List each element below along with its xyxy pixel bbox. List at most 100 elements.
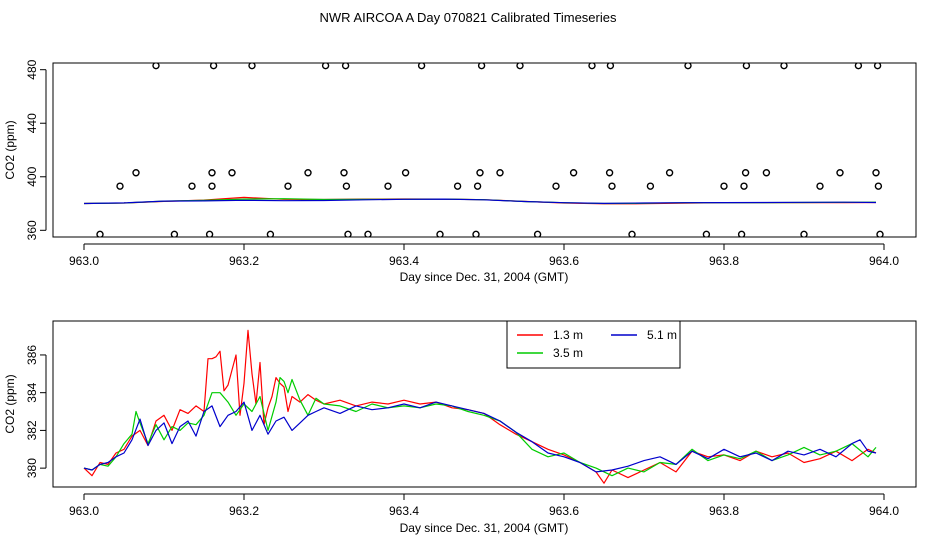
series-line-5-1-m: [83, 198, 877, 205]
flagged-point: [569, 169, 578, 177]
flagged-point: [417, 63, 426, 70]
y-tick-label: 360: [25, 220, 39, 240]
flagged-point: [836, 169, 844, 177]
chart-title: NWR AIRCOA A Day 070821 Calibrated Times…: [320, 10, 617, 25]
x-tick-label: 963.4: [389, 504, 419, 518]
flagged-point: [208, 182, 216, 190]
x-axis-label: Day since Dec. 31, 2004 (GMT): [400, 521, 569, 535]
plot-area: [83, 63, 884, 237]
flagged-point: [872, 169, 880, 177]
x-tick-label: 963.2: [229, 504, 259, 518]
y-tick-label: 386: [25, 345, 39, 365]
x-tick-label: 964.0: [869, 254, 899, 268]
flagged-point: [533, 230, 542, 237]
flagged-point: [341, 63, 350, 70]
flagged-point: [628, 230, 636, 237]
top-panel: 963.0 963.2 963.4 963.6 963.8 964.0 Day since …: [3, 59, 917, 284]
y-axis-label: CO2 (ppm): [3, 374, 17, 433]
flagged-point: [453, 182, 462, 190]
x-tick-label: 963.4: [389, 254, 419, 268]
x-tick-label: 963.8: [709, 254, 739, 268]
flagged-point: [606, 63, 615, 70]
flagged-point: [741, 169, 750, 177]
series-line-1-3-m: [83, 329, 877, 484]
flagged-point: [188, 182, 196, 190]
flagged-point: [340, 169, 348, 177]
flagged-point: [228, 169, 236, 177]
series-line-3-5-m: [83, 377, 877, 477]
flagged-point: [96, 230, 104, 237]
plot-frame: [52, 62, 917, 238]
x-tick-label: 963.6: [549, 504, 579, 518]
flagged-point: [720, 182, 728, 190]
y-tick-label: 384: [25, 382, 39, 402]
flagged-point: [364, 230, 372, 237]
flagged-point: [762, 169, 771, 177]
flagged-point: [477, 63, 486, 70]
flagged-point: [476, 169, 484, 177]
flagged-point: [344, 230, 352, 237]
flagged-point: [384, 182, 392, 190]
flagged-point: [702, 230, 711, 237]
legend-label: 1.3 m: [553, 328, 583, 342]
flagged-point: [304, 169, 312, 177]
flagged-point: [737, 230, 746, 237]
flagged-point: [342, 182, 351, 190]
flagged-point: [116, 182, 124, 190]
y-tick-label: 440: [25, 113, 39, 133]
flagged-point: [496, 169, 504, 177]
x-axis-label: Day since Dec. 31, 2004 (GMT): [400, 270, 569, 284]
flagged-point: [205, 230, 214, 237]
flagged-point: [284, 182, 292, 190]
flagged-point: [873, 63, 882, 70]
flagged-point: [780, 63, 788, 70]
legend-box: [506, 320, 681, 369]
flagged-point: [473, 182, 482, 190]
flagged-point: [874, 182, 883, 190]
flagged-point: [266, 230, 275, 237]
flagged-point: [248, 63, 256, 70]
x-tick-label: 963.2: [229, 254, 259, 268]
plot-frame: [52, 320, 917, 488]
flagged-point: [436, 230, 444, 237]
flagged-point: [740, 182, 748, 190]
flagged-point: [401, 169, 410, 177]
flagged-point: [321, 63, 330, 70]
flagged-point: [742, 63, 751, 70]
flagged-point: [552, 182, 560, 190]
y-tick-label: 382: [25, 420, 39, 440]
x-tick-label: 964.0: [869, 504, 899, 518]
legend-label: 5.1 m: [647, 328, 677, 342]
y-tick-label: 380: [25, 458, 39, 478]
x-tick-label: 963.0: [69, 504, 99, 518]
flagged-point: [516, 63, 524, 70]
flagged-point: [170, 230, 179, 237]
flagged-point: [646, 182, 655, 190]
y-tick-label: 400: [25, 166, 39, 186]
flagged-point: [876, 230, 884, 237]
y-axis-label: CO2 (ppm): [3, 120, 17, 179]
flagged-point: [209, 63, 218, 70]
flagged-point: [472, 230, 480, 237]
flagged-point: [605, 169, 614, 177]
plot-area: [83, 329, 877, 484]
flagged-point: [608, 182, 616, 190]
flagged-point: [208, 169, 216, 177]
y-tick-label: 480: [25, 59, 39, 79]
flagged-point: [854, 63, 863, 70]
flagged-point: [816, 182, 824, 190]
flagged-point: [800, 230, 808, 237]
legend-label: 3.5 m: [553, 346, 583, 360]
flagged-point: [588, 63, 596, 70]
x-tick-label: 963.8: [709, 504, 739, 518]
flagged-point: [152, 63, 160, 70]
flagged-point: [132, 169, 140, 177]
bottom-panel: 963.0 963.2 963.4 963.6 963.8 964.0 Day since …: [3, 320, 917, 535]
x-tick-label: 963.6: [549, 254, 579, 268]
flagged-point: [684, 63, 692, 70]
series-line-5-1-m: [83, 401, 877, 473]
x-tick-label: 963.0: [69, 254, 99, 268]
flagged-point: [665, 169, 674, 177]
legend: 1.3 m 3.5 m 5.1 m: [506, 320, 681, 369]
